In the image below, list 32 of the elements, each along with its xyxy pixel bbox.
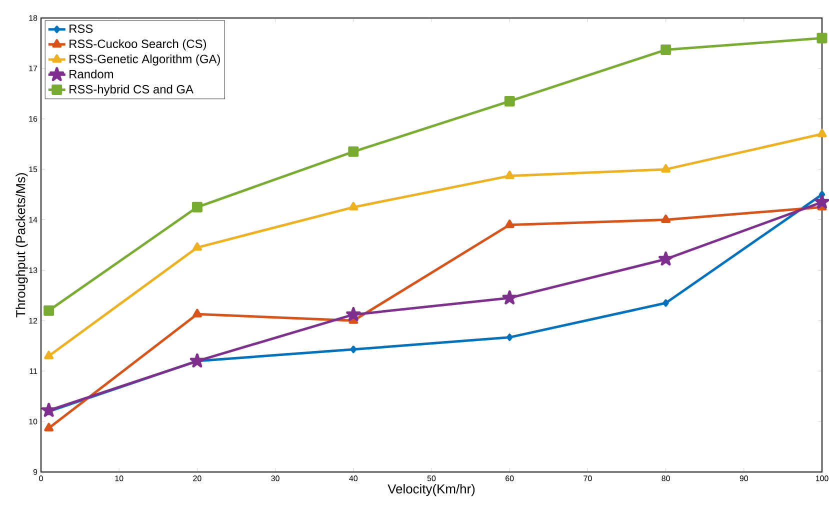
point [661,164,671,173]
point [660,44,672,56]
x-axis-title: Velocity(Km/hr) [388,484,475,496]
point [504,220,514,228]
legend-label: RSS-Cuckoo Search (CS) [70,39,206,50]
point [348,146,359,157]
point [192,242,202,251]
point [502,290,517,304]
point [661,214,671,224]
legend-label: RSS-hybrid CS and GA [70,84,194,96]
legend-label: RSS-Genetic Algorithm (GA) [70,54,220,66]
point [192,202,202,212]
point [504,170,514,180]
point [346,306,361,322]
point [662,299,669,307]
point [816,32,828,44]
y-axis-title: Throughput (Packets/Ms) [16,173,28,318]
point [44,305,54,316]
legend-label: Random [70,70,113,78]
point [192,308,202,318]
point [44,350,54,360]
point [658,251,674,266]
point [504,96,515,106]
legend-label: RSS [70,24,93,33]
point [817,128,827,138]
point [41,402,56,417]
point [190,353,205,368]
point [350,346,357,354]
point [506,334,513,342]
point [814,194,829,209]
point [44,422,54,432]
point [348,202,358,210]
